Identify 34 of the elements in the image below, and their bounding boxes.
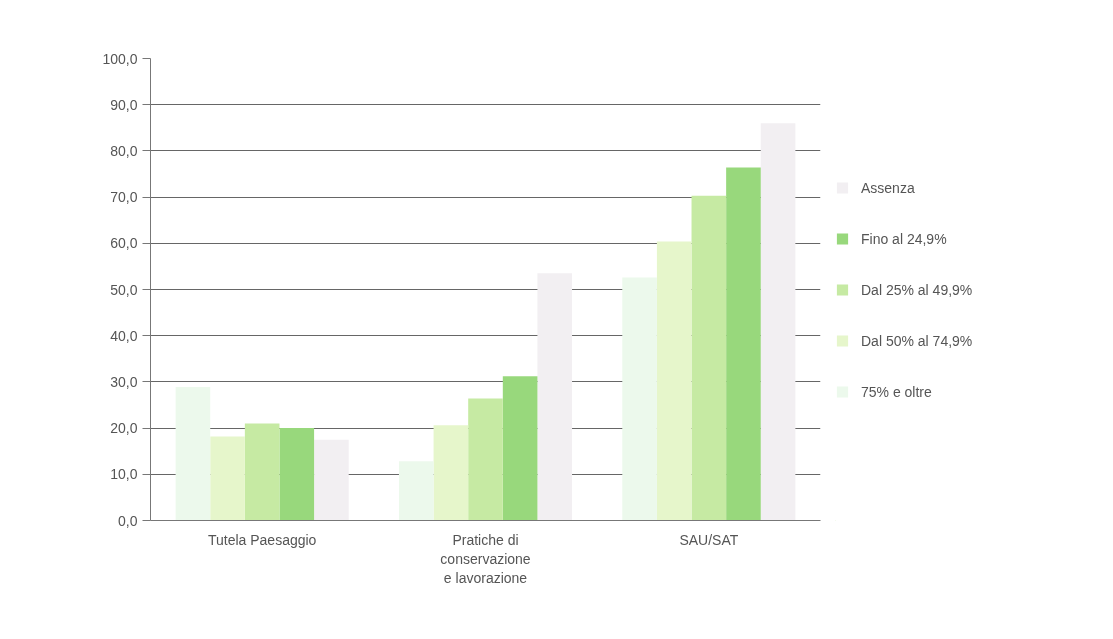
y-tick-label: 10,0 (110, 466, 138, 483)
bar (760, 123, 796, 521)
bar (622, 277, 657, 521)
bar (175, 386, 211, 521)
bar (468, 398, 503, 521)
legend-label: Assenza (861, 178, 915, 196)
bar (656, 241, 692, 521)
bar (502, 376, 538, 521)
bar (314, 439, 349, 521)
bar (433, 425, 469, 521)
bar (398, 461, 434, 521)
legend-label: Dal 25% al 49,9% (861, 280, 973, 298)
y-tick-label: 50,0 (110, 281, 138, 298)
legend-label: 75% e oltre (861, 382, 932, 400)
legend-label: Dal 50% al 74,9% (861, 331, 973, 349)
x-tick-label: Tutela Paesaggio (207, 531, 317, 548)
y-tick-label: 40,0 (110, 327, 138, 344)
bar (279, 428, 315, 521)
y-tick-label: 70,0 (110, 189, 138, 206)
y-tick-label: 100,0 (102, 50, 138, 67)
bar (691, 195, 727, 521)
bar (537, 273, 573, 521)
y-tick-label: 60,0 (110, 235, 138, 252)
x-tick-label: SAU/SAT (679, 531, 739, 548)
x-tick-label: Pratiche di conservazione e lavorazione (440, 531, 531, 586)
bar (726, 167, 761, 521)
y-tick-label: 90,0 (110, 96, 138, 113)
legend-label: Fino al 24,9% (861, 229, 947, 247)
bar (244, 423, 280, 521)
y-tick-label: 20,0 (110, 420, 138, 437)
y-tick-label: 0,0 (118, 512, 138, 529)
y-tick-label: 30,0 (110, 373, 138, 390)
y-tick-label: 80,0 (110, 142, 138, 159)
bar (210, 436, 245, 521)
